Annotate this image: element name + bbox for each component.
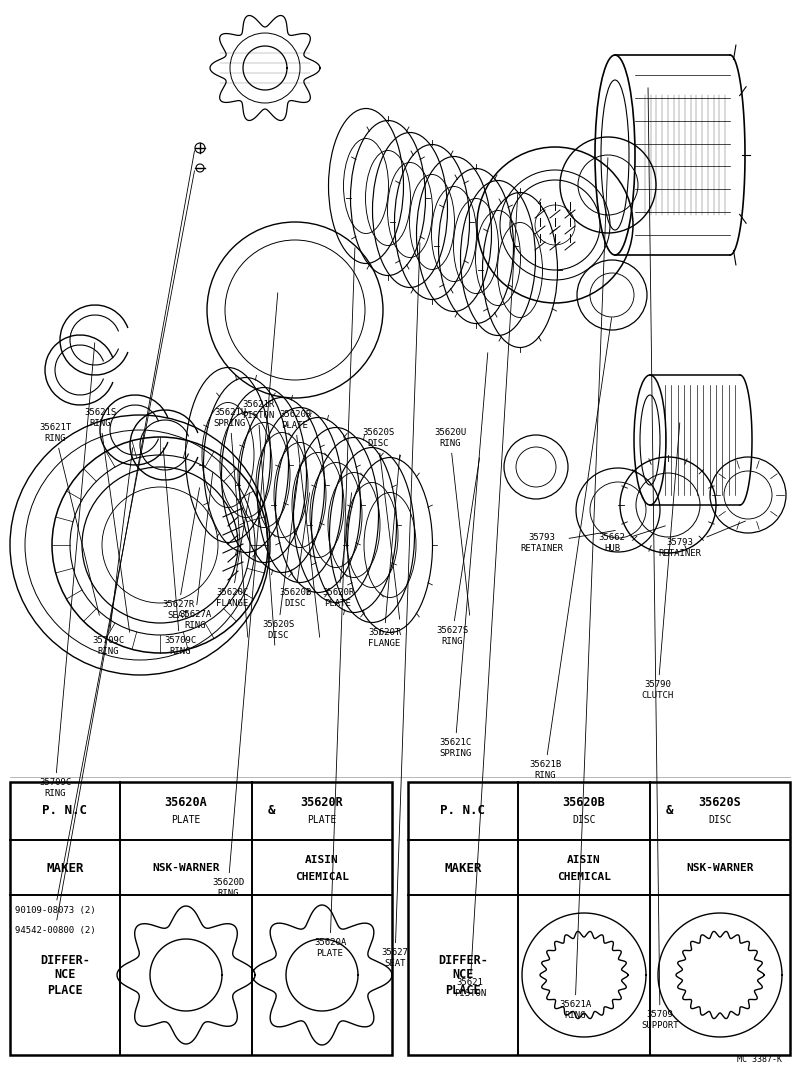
Text: 35627
SEAT: 35627 SEAT	[382, 243, 420, 968]
Text: CHEMICAL: CHEMICAL	[557, 872, 611, 882]
Text: MAKER: MAKER	[46, 861, 84, 874]
Text: AISIN: AISIN	[567, 855, 601, 865]
Text: DISC: DISC	[708, 815, 732, 825]
Text: 35662
HUB: 35662 HUB	[598, 526, 666, 553]
Text: NSK-WARNER: NSK-WARNER	[686, 863, 754, 873]
Text: 35620A: 35620A	[165, 797, 207, 810]
Bar	[10, 782, 392, 1055]
Text: &: &	[666, 804, 674, 817]
Text: 35620B
DISC: 35620B DISC	[279, 493, 311, 608]
Text: CHEMICAL: CHEMICAL	[295, 872, 349, 882]
Text: 35621A
RING: 35621A RING	[559, 157, 608, 1020]
Text: 35620U
RING: 35620U RING	[434, 428, 470, 616]
Text: 35793
RETAINER: 35793 RETAINER	[521, 530, 615, 553]
Text: 35620B: 35620B	[562, 797, 606, 810]
Text: 35709C
RING: 35709C RING	[39, 343, 94, 798]
Text: P. N.C: P. N.C	[441, 804, 486, 817]
Text: 35790
CLUTCH: 35790 CLUTCH	[642, 423, 680, 700]
Text: 35709C
RING: 35709C RING	[163, 447, 196, 655]
Text: NCE: NCE	[54, 968, 76, 981]
Text: PLATE: PLATE	[171, 815, 201, 825]
Text: 35620T
FLANGE: 35620T FLANGE	[368, 455, 400, 648]
Text: 35793
RETAINER: 35793 RETAINER	[658, 521, 746, 557]
Text: MAKER: MAKER	[444, 861, 482, 874]
Text: AISIN: AISIN	[305, 855, 339, 865]
Text: DISC: DISC	[572, 815, 596, 825]
Text: 35621
PISTON: 35621 PISTON	[454, 193, 518, 998]
Text: MC 3387-K: MC 3387-K	[737, 1055, 782, 1064]
Bar	[408, 782, 790, 1055]
Text: 35621S
RING: 35621S RING	[84, 409, 130, 633]
Text: DIFFER-: DIFFER-	[438, 954, 488, 967]
Text: 35620D
RING: 35620D RING	[212, 293, 278, 898]
Text: 35620C
FLANGE: 35620C FLANGE	[216, 493, 250, 608]
Text: 35621C
SPRING: 35621C SPRING	[439, 353, 488, 758]
Text: 35627R
SEAT: 35627R SEAT	[162, 487, 199, 620]
Text: 35627S
RING: 35627S RING	[436, 458, 479, 646]
Text: PLATE: PLATE	[307, 815, 337, 825]
Text: NCE: NCE	[452, 968, 474, 981]
Text: 35709
SUPPORT: 35709 SUPPORT	[641, 87, 679, 1029]
Text: 35627A
RING: 35627A RING	[179, 473, 213, 630]
Text: NSK-WARNER: NSK-WARNER	[152, 863, 220, 873]
Text: P. N.C: P. N.C	[42, 804, 87, 817]
Text: 35620S: 35620S	[698, 797, 742, 810]
Text: PLACE: PLACE	[445, 983, 481, 996]
Text: 35621T
RING: 35621T RING	[39, 424, 99, 616]
Text: 35620R: 35620R	[301, 797, 343, 810]
Text: 35620R
PLATE: 35620R PLATE	[322, 493, 354, 608]
Text: 35620R
PLATE: 35620R PLATE	[279, 411, 320, 637]
Text: &: &	[268, 804, 276, 817]
Text: 35620A
PLATE: 35620A PLATE	[314, 248, 355, 957]
Text: 35620S
DISC: 35620S DISC	[262, 465, 300, 639]
Text: 35621U
SPRING: 35621U SPRING	[214, 409, 248, 637]
Text: 35621R
PISTON: 35621R PISTON	[242, 400, 275, 646]
Text: 35621B
RING: 35621B RING	[529, 318, 611, 779]
Text: 94542-00800 (2): 94542-00800 (2)	[14, 151, 194, 935]
Text: 35709C
RING: 35709C RING	[92, 447, 133, 655]
Text: PLACE: PLACE	[47, 983, 83, 996]
Text: DIFFER-: DIFFER-	[40, 954, 90, 967]
Text: 90109-08073 (2): 90109-08073 (2)	[14, 170, 194, 914]
Text: 35620S
DISC: 35620S DISC	[362, 428, 400, 619]
